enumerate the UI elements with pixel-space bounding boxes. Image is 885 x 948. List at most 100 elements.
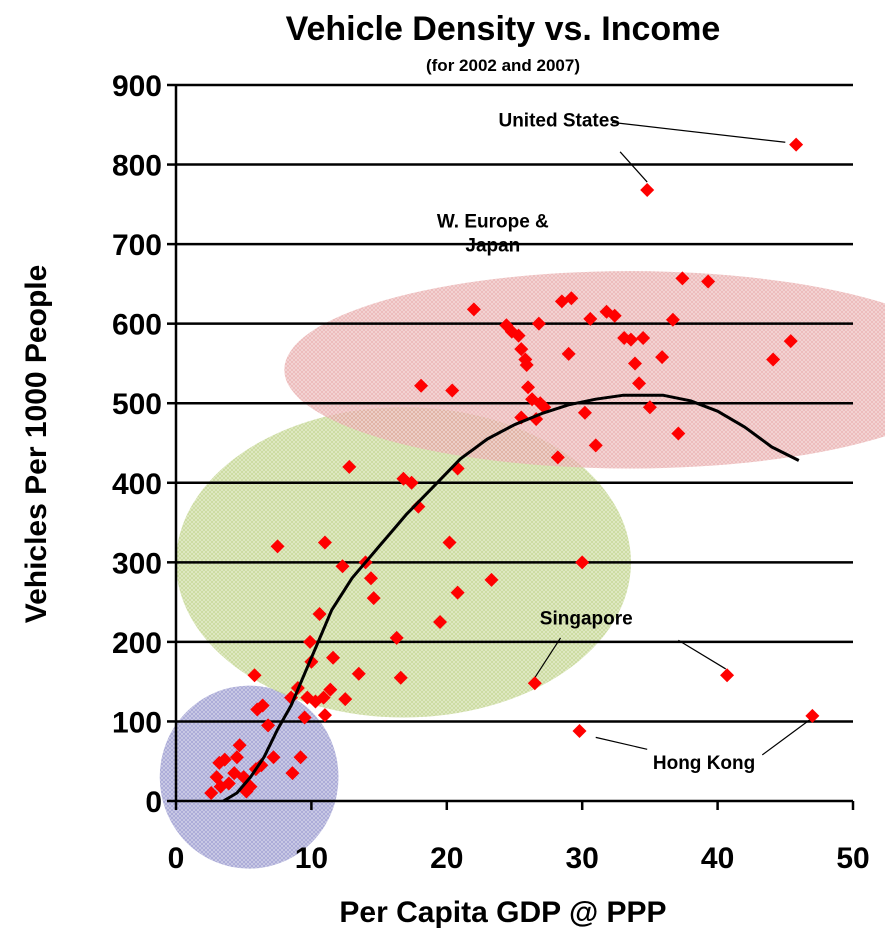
point-70 [564,291,579,306]
annotation-0: United States [498,110,619,131]
point-49 [450,585,465,600]
point-52 [414,378,429,393]
point-36 [342,459,357,474]
point-84 [665,312,680,327]
y-axis-ticks: 0 100 200 300 400 500 600 700 800 900 [112,70,176,819]
point-76 [607,308,622,323]
annotation-1: W. Europe & [437,211,549,232]
point-30 [316,690,331,705]
point-51 [484,572,499,587]
point-73 [583,311,598,326]
point-29 [312,607,327,622]
point-48 [442,535,457,550]
xtick-label-40: 40 [701,842,734,875]
point-89 [783,334,798,349]
point-37 [338,692,353,707]
cluster-hatch-2 [284,271,885,469]
point-40 [363,571,378,586]
point-53 [445,383,460,398]
point-79 [628,356,643,371]
point-57 [511,328,526,343]
ytick-label-600: 600 [112,309,162,342]
point-90 [640,183,655,198]
point-93 [527,676,542,691]
point-68 [550,450,565,465]
point-14 [261,718,276,733]
point-82 [642,400,657,415]
point-32 [323,682,338,697]
point-62 [521,380,536,395]
point-45 [404,475,419,490]
data-points [204,137,820,801]
point-16 [285,766,300,781]
pointer-4-0 [595,736,648,750]
ytick-label-0: 0 [145,786,162,819]
point-91 [789,137,804,152]
point-42 [389,630,404,645]
pointer-3-1 [678,639,727,670]
ytick-label-300: 300 [112,547,162,580]
ytick-label-500: 500 [112,388,162,421]
xtick-label-20: 20 [430,842,463,875]
point-33 [326,650,341,665]
ytick-label-900: 900 [112,70,162,103]
point-59 [514,342,529,357]
point-47 [433,615,448,629]
annotation-4: Hong Kong [653,753,755,774]
pointer-0-0 [611,121,786,143]
point-20 [247,668,262,683]
xtick-label-30: 30 [566,842,599,875]
point-8 [232,738,247,753]
point-21 [270,539,285,554]
point-85 [671,426,686,441]
chart-title: Vehicle Density vs. Income [286,10,721,48]
ytick-label-800: 800 [112,150,162,183]
point-65 [531,316,546,331]
point-81 [636,330,651,345]
point-31 [317,535,332,550]
grid-lines [174,83,853,803]
chart-subtitle: (for 2002 and 2007) [426,56,580,75]
point-92 [575,555,590,570]
point-96 [805,708,820,723]
point-15 [266,750,281,765]
point-54 [466,302,481,317]
point-35 [335,559,350,574]
point-46 [411,499,426,514]
annotation-pointers [534,121,811,756]
annotation-2: Japan [465,235,520,256]
point-38 [351,666,366,681]
annotations: United States W. Europe & Japan Singapore Ho… [437,110,755,774]
point-17 [293,750,308,765]
point-7 [229,750,244,765]
point-71 [561,346,576,361]
point-88 [766,352,781,367]
point-19 [255,698,270,713]
point-26 [303,634,318,649]
x-axis-label: Per Capita GDP @ PPP [339,896,666,929]
y-axis-label: Vehicles Per 1000 People [20,265,53,624]
point-94 [720,668,735,683]
pointer-0-1 [619,151,648,183]
ytick-label-400: 400 [112,468,162,501]
point-78 [623,332,638,347]
x-axis-ticks: 0 10 20 30 40 50 [168,801,870,875]
xtick-label-10: 10 [295,842,328,875]
annotation-3: Singapore [540,608,633,629]
point-95 [572,723,587,738]
point-80 [632,376,647,391]
trend-curve [222,393,800,803]
trend-line [222,393,800,803]
pointer-3-0 [534,637,562,679]
point-83 [655,350,670,365]
xtick-label-50: 50 [836,842,869,875]
point-72 [577,405,592,420]
point-5 [221,776,236,791]
point-4 [217,752,232,767]
xtick-label-0: 0 [168,842,185,875]
ytick-label-700: 700 [112,229,162,262]
ytick-label-200: 200 [112,627,162,660]
point-34 [317,708,332,723]
point-41 [366,591,381,606]
